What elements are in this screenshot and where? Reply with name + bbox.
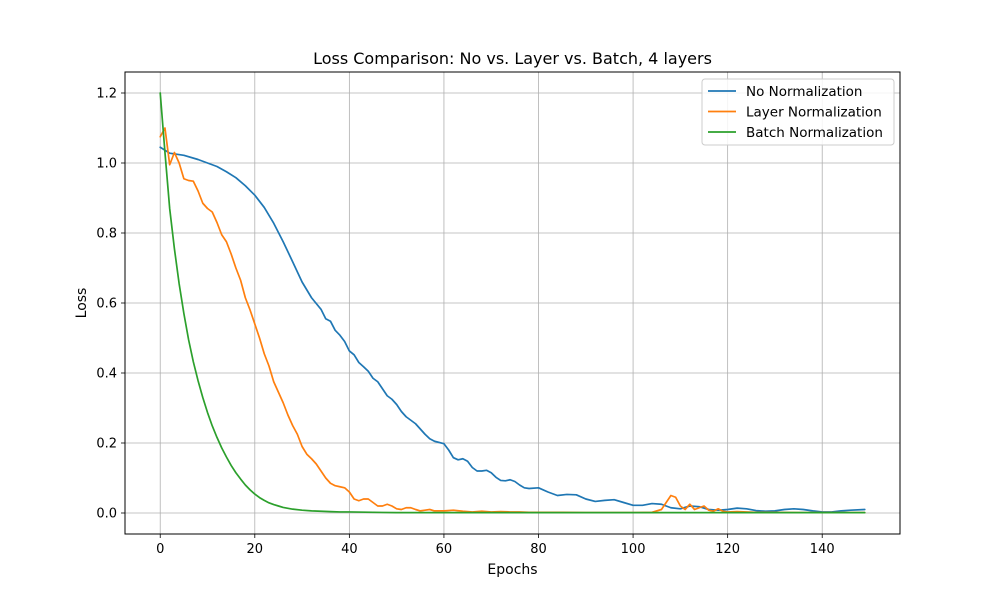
legend-label-batch-normalization: Batch Normalization <box>746 125 883 141</box>
legend: No Normalization Layer Normalization Batch… <box>701 78 895 146</box>
x-tick-label: 120 <box>715 542 740 557</box>
x-tick-label: 140 <box>810 542 835 557</box>
x-tick-label: 80 <box>530 542 547 557</box>
x-tick-label: 0 <box>156 542 164 557</box>
y-tick-label: 0.8 <box>96 227 117 242</box>
y-tick-label: 0.4 <box>96 367 117 382</box>
y-tick-label: 1.2 <box>96 87 117 102</box>
series-line-no-normalization <box>159 146 866 513</box>
series-line-layer-normalization <box>159 127 866 514</box>
x-tick-label: 100 <box>621 542 646 557</box>
x-axis-label: Epochs <box>487 562 537 578</box>
legend-label-layer-normalization: Layer Normalization <box>746 105 882 121</box>
y-tick-label: 0.6 <box>96 297 117 312</box>
y-tick-label: 0.0 <box>96 507 117 522</box>
legend-box <box>701 78 895 146</box>
y-tick-label: 1.0 <box>96 157 117 172</box>
grid <box>125 72 900 534</box>
y-axis-label: Loss <box>74 288 90 319</box>
legend-label-no-normalization: No Normalization <box>746 84 862 100</box>
chart-title: Loss Comparison: No vs. Layer vs. Batch,… <box>313 49 712 68</box>
x-tick-label: 20 <box>247 542 264 557</box>
series-line-batch-normalization <box>159 92 866 514</box>
x-tick-label: 60 <box>436 542 453 557</box>
plot-lines <box>159 92 866 514</box>
axes-ticks: 0 20 40 60 80 100 120 140 0.0 0.2 0.4 0.6 0.8 1.0 1.2 <box>96 87 834 558</box>
y-tick-label: 0.2 <box>96 437 117 452</box>
x-tick-label: 40 <box>341 542 358 557</box>
